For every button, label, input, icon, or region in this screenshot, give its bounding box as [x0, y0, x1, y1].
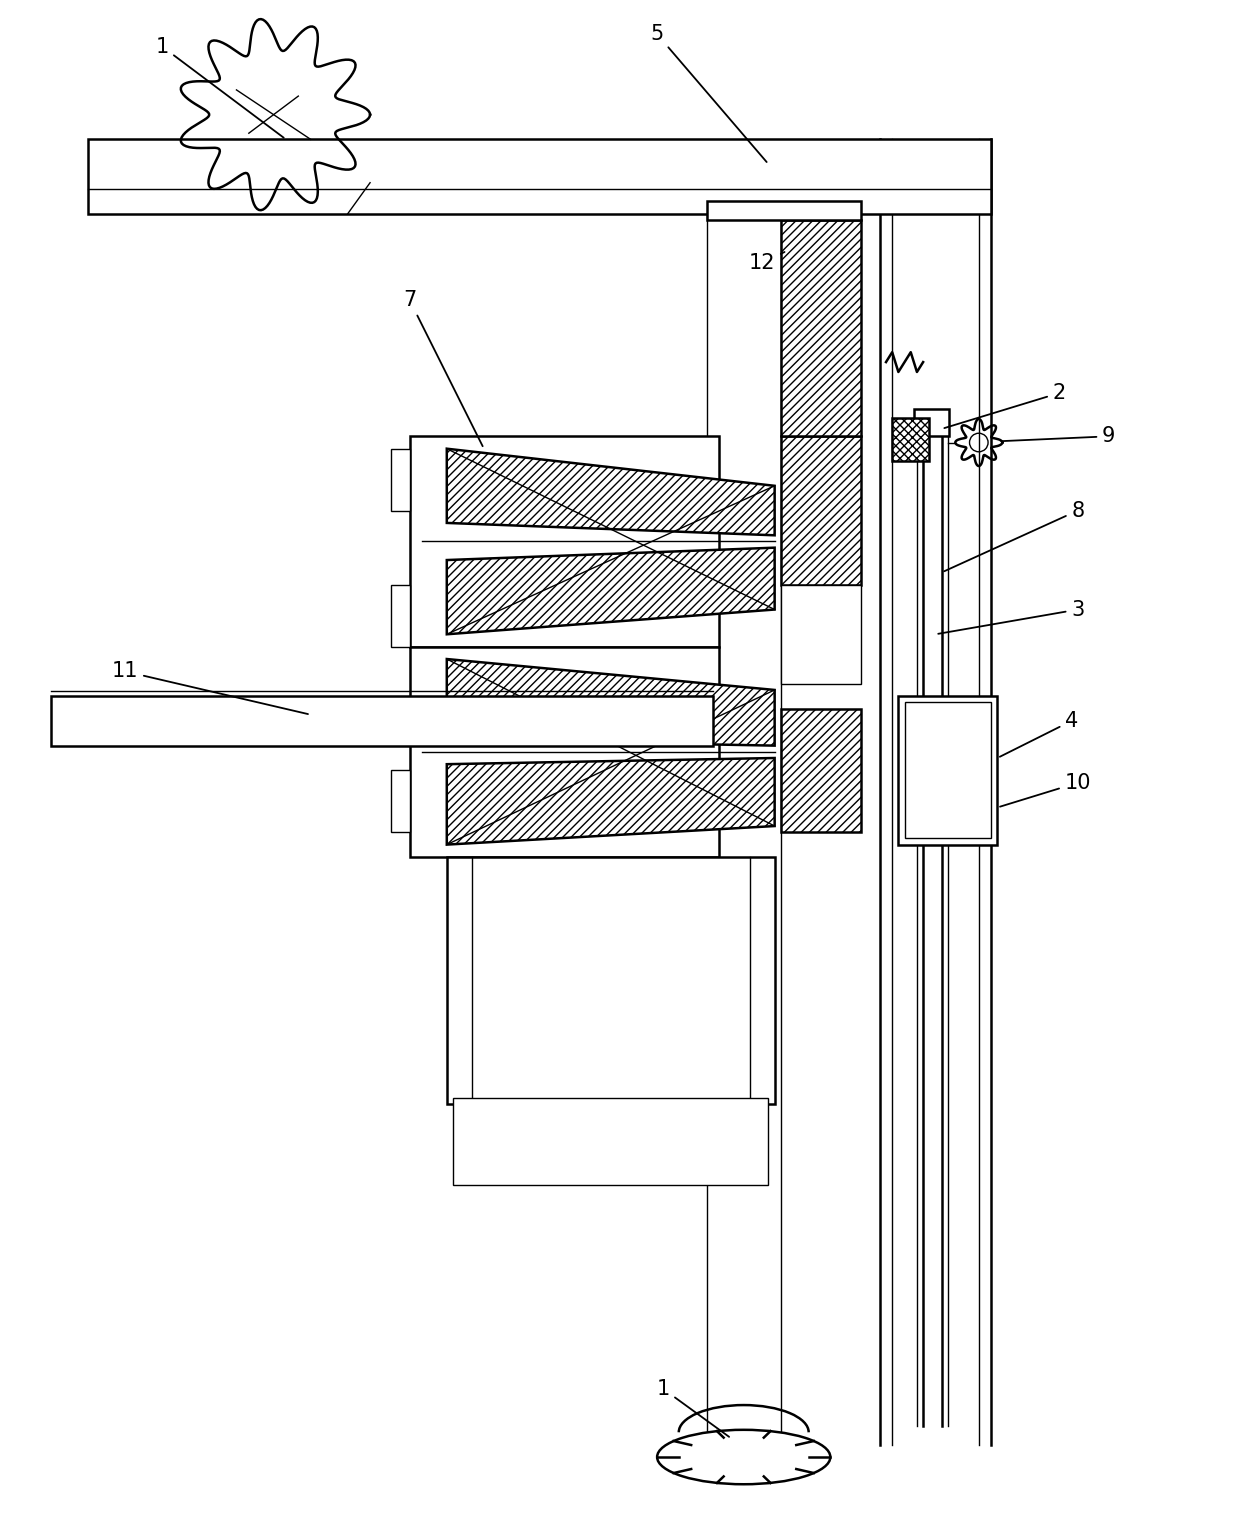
- Bar: [781, 708, 862, 832]
- Bar: [391, 770, 409, 832]
- Text: 12: 12: [749, 252, 785, 273]
- Polygon shape: [446, 659, 775, 746]
- Text: 10: 10: [999, 773, 1091, 807]
- Polygon shape: [446, 758, 775, 844]
- Text: 9: 9: [1002, 426, 1116, 446]
- Polygon shape: [446, 547, 775, 634]
- Ellipse shape: [657, 1430, 831, 1484]
- Text: 5: 5: [651, 24, 766, 162]
- Bar: [391, 585, 409, 647]
- Bar: [781, 220, 862, 437]
- Bar: [409, 647, 719, 857]
- Text: 4: 4: [999, 711, 1079, 756]
- Text: 3: 3: [939, 599, 1085, 634]
- Bar: [707, 202, 862, 220]
- Text: 11: 11: [112, 661, 308, 714]
- Bar: [914, 409, 949, 437]
- Bar: [453, 1098, 769, 1186]
- Bar: [781, 437, 862, 585]
- Text: 8: 8: [944, 500, 1084, 572]
- Bar: [391, 449, 409, 511]
- Bar: [904, 702, 991, 838]
- Text: 7: 7: [403, 290, 482, 446]
- Bar: [409, 437, 719, 647]
- Bar: [893, 418, 929, 461]
- Bar: [898, 696, 997, 844]
- Text: 1: 1: [657, 1380, 729, 1437]
- Bar: [51, 696, 713, 746]
- Text: 2: 2: [945, 384, 1066, 428]
- Bar: [88, 139, 991, 214]
- Polygon shape: [446, 449, 775, 535]
- Bar: [446, 857, 775, 1105]
- Bar: [781, 585, 862, 684]
- Text: 1: 1: [155, 36, 284, 138]
